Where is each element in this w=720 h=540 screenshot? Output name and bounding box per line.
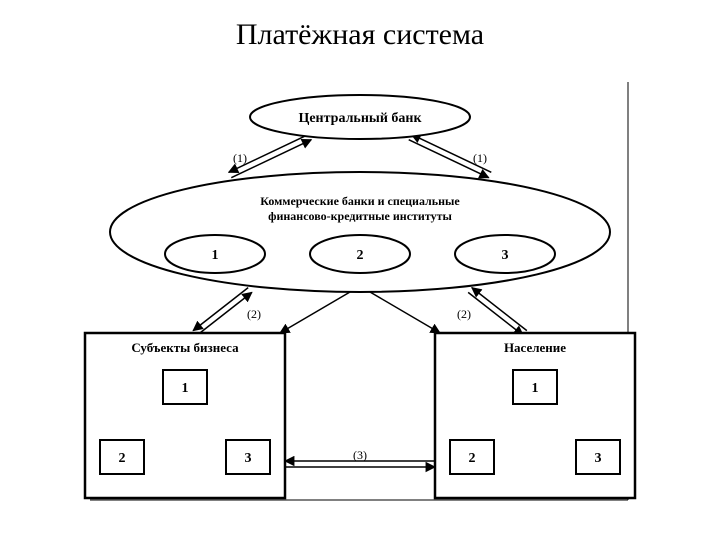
svg-text:2: 2 [119,451,126,466]
svg-text:Население: Население [504,340,566,355]
svg-text:2: 2 [469,451,476,466]
svg-text:Коммерческие банки и специальн: Коммерческие банки и специальные [260,194,460,208]
svg-text:1: 1 [532,381,539,396]
payment-system-diagram: (1)(1)(6)(6)(2)(2)(3)(4)(5)Центральный б… [0,0,720,540]
svg-text:Центральный банк: Центральный банк [298,111,422,126]
svg-text:(2): (2) [247,307,261,321]
svg-text:Субъекты бизнеса: Субъекты бизнеса [131,340,239,355]
svg-text:(1): (1) [233,151,247,165]
svg-text:(2): (2) [457,307,471,321]
svg-text:1: 1 [212,248,219,263]
svg-text:3: 3 [245,451,252,466]
svg-text:3: 3 [502,248,509,263]
svg-text:2: 2 [357,248,364,263]
svg-text:финансово-кредитные институты: финансово-кредитные институты [268,209,452,223]
svg-text:3: 3 [595,451,602,466]
svg-text:(3): (3) [353,448,367,462]
svg-text:(1): (1) [473,151,487,165]
svg-text:1: 1 [182,381,189,396]
